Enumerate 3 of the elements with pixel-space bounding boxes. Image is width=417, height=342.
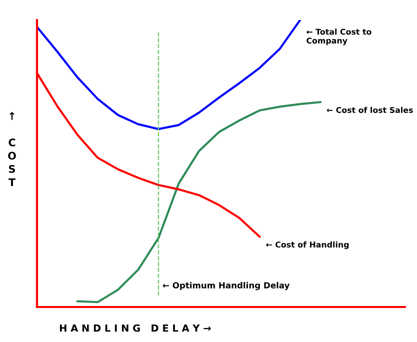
x-axis-title: H A N D L I N G D E L A Y → bbox=[60, 324, 211, 332]
annotation: ← Optimum Handling Delay bbox=[162, 282, 290, 290]
text: ↑ COST bbox=[8, 112, 16, 186]
